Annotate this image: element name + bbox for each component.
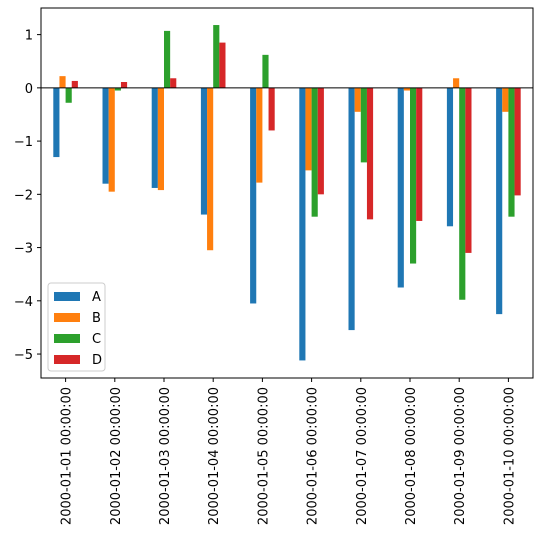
bar-B-1 — [59, 76, 66, 88]
bar-A-2 — [102, 87, 109, 184]
bar-C-9 — [459, 87, 466, 300]
bar-C-1 — [65, 87, 72, 103]
y-tick-label: −2 — [14, 188, 33, 203]
legend-swatch-C — [54, 334, 80, 343]
bar-B-7 — [354, 87, 361, 112]
bar-C-10 — [508, 87, 515, 217]
bar-D-9 — [465, 87, 472, 253]
y-tick-label: −5 — [14, 348, 33, 363]
bar-B-9 — [453, 78, 460, 88]
bar-A-6 — [299, 87, 306, 361]
bar-A-8 — [397, 87, 404, 288]
bar-C-6 — [311, 87, 318, 217]
bar-B-5 — [256, 87, 263, 183]
bars-group — [53, 25, 521, 361]
bar-D-10 — [514, 87, 521, 196]
legend-label-A: A — [92, 290, 101, 305]
x-tick-label: 2000-01-04 00:00:00 — [207, 387, 222, 525]
bar-A-9 — [446, 87, 454, 227]
bar-A-7 — [348, 87, 355, 331]
bar-A-10 — [496, 87, 503, 315]
y-tick-label: 0 — [25, 82, 33, 97]
x-tick-label: 2000-01-02 00:00:00 — [109, 387, 124, 525]
legend-label-C: C — [92, 332, 101, 347]
bar-B-10 — [502, 87, 509, 112]
bar-A-4 — [200, 87, 208, 215]
bar-D-4 — [219, 42, 226, 88]
y-tick-label: −3 — [14, 242, 33, 257]
bar-B-6 — [305, 87, 312, 171]
y-tick-label: 1 — [25, 29, 33, 44]
x-axis: 2000-01-01 00:00:00 2000-01-02 00:00:00 20… — [60, 378, 517, 525]
y-axis: 1 0 −1 −2 −3 −4 −5 — [14, 29, 41, 363]
bar-C-8 — [410, 87, 417, 264]
legend-swatch-B — [54, 313, 80, 322]
legend-box — [47, 282, 106, 372]
x-tick-label: 2000-01-05 00:00:00 — [256, 387, 271, 525]
plot-frame — [40, 7, 534, 379]
legend-swatch-A — [54, 292, 80, 301]
bar-B-4 — [207, 87, 214, 251]
x-tick-label: 2000-01-07 00:00:00 — [355, 387, 370, 525]
y-tick-label: −4 — [14, 295, 33, 310]
bar-B-3 — [157, 87, 164, 191]
bar-C-2 — [114, 87, 121, 91]
bar-D-2 — [120, 82, 128, 88]
bar-D-8 — [416, 87, 423, 221]
x-tick-label: 2000-01-08 00:00:00 — [404, 387, 419, 525]
bar-A-3 — [151, 87, 158, 188]
bar-A-1 — [53, 87, 60, 158]
bar-C-7 — [360, 87, 367, 163]
bar-D-5 — [268, 87, 275, 131]
legend-label-D: D — [92, 353, 102, 368]
bar-D-1 — [71, 80, 78, 88]
bar-B-2 — [108, 87, 115, 192]
x-tick-label: 2000-01-01 00:00:00 — [60, 387, 75, 525]
bar-D-6 — [317, 87, 324, 195]
bar-C-5 — [262, 54, 269, 88]
bar-C-3 — [164, 30, 171, 88]
x-tick-label: 2000-01-06 00:00:00 — [306, 387, 321, 525]
legend-swatch-D — [54, 355, 80, 364]
bar-B-8 — [403, 87, 410, 91]
bar-C-4 — [213, 25, 220, 88]
bar-A-5 — [250, 87, 257, 304]
bar-D-7 — [366, 87, 374, 220]
bar-D-3 — [170, 78, 177, 88]
x-tick-label: 2000-01-10 00:00:00 — [502, 387, 517, 525]
legend-label-B: B — [92, 311, 101, 326]
x-tick-label: 2000-01-03 00:00:00 — [158, 387, 173, 525]
x-tick-label: 2000-01-09 00:00:00 — [453, 387, 468, 525]
y-tick-label: −1 — [14, 135, 33, 150]
